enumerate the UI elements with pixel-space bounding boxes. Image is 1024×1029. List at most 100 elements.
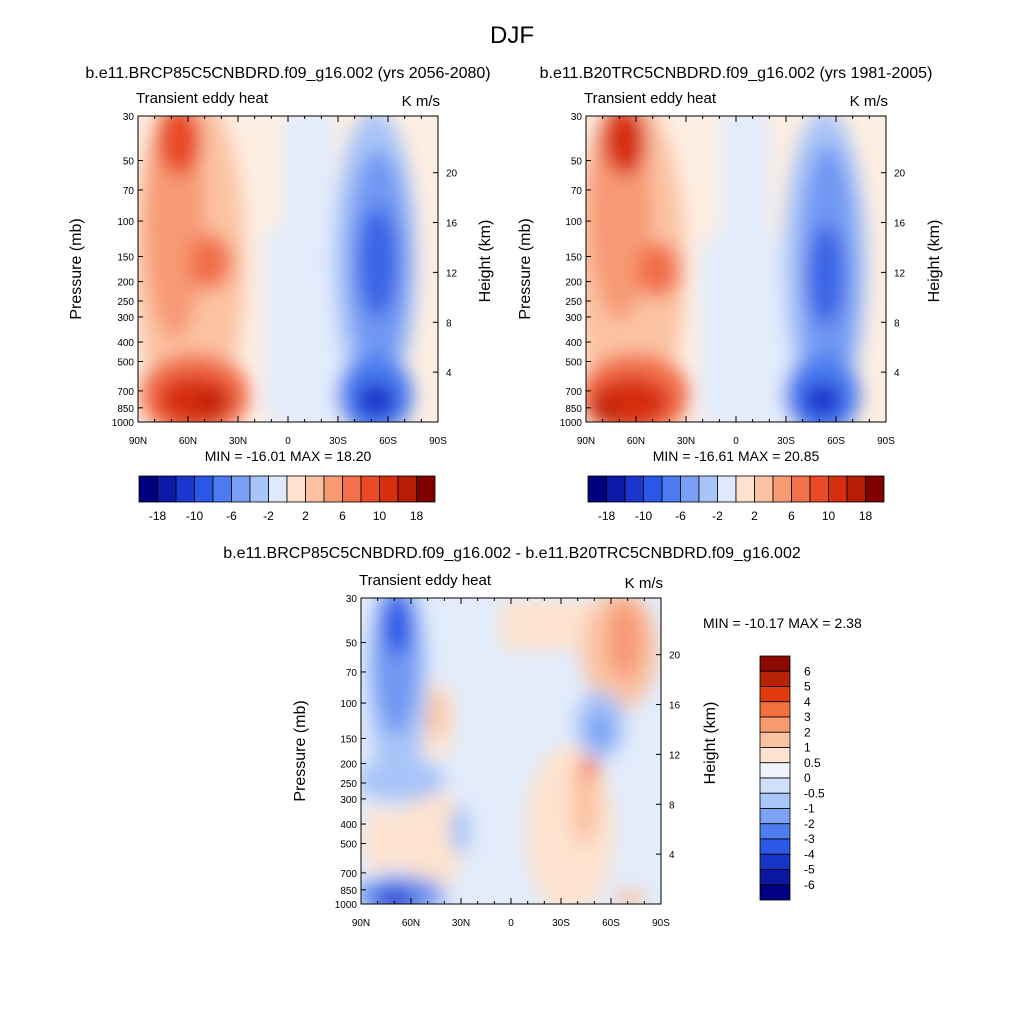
colorbar-swatch — [323, 475, 343, 503]
height-tick-label: 8 — [894, 318, 900, 329]
height-tick-label: 12 — [894, 268, 906, 279]
x-tick-label: 0 — [733, 436, 739, 447]
y-tick-label: 250 — [565, 297, 582, 308]
y-axis-right-label: Height (km) — [702, 702, 719, 785]
y-tick-label: 50 — [571, 157, 583, 168]
colorbar-swatch — [416, 475, 436, 503]
colorbar-swatch — [759, 731, 791, 748]
y-tick-label: 70 — [571, 186, 583, 197]
colorbar-label: -3 — [804, 832, 815, 846]
colorbar-swatch — [661, 475, 681, 503]
variable-label: Transient eddy heat — [136, 90, 269, 107]
colorbar-label: 10 — [373, 509, 387, 523]
colorbar-label: -6 — [804, 878, 815, 892]
variable-label: Transient eddy heat — [584, 90, 717, 107]
x-tick-label: 60N — [627, 436, 645, 447]
x-tick-label: 30S — [329, 436, 347, 447]
x-tick-label: 60N — [402, 918, 420, 929]
height-tick-label: 16 — [669, 701, 681, 712]
colorbar-swatch — [759, 823, 791, 840]
colorbar-swatch — [342, 475, 362, 503]
y-tick-label: 70 — [346, 668, 358, 679]
colorbar-label: 18 — [410, 509, 424, 523]
colorbar-swatch — [772, 475, 792, 503]
colorbar-label: 6 — [804, 664, 811, 678]
y-tick-label: 850 — [565, 404, 582, 415]
colorbar-label: -2 — [263, 509, 274, 523]
min-max-label: MIN = -16.01 MAX = 18.20 — [205, 448, 372, 464]
y-tick-label: 500 — [340, 840, 357, 851]
colorbar-swatch — [175, 475, 195, 503]
colorbar-swatch — [791, 475, 811, 503]
y-tick-label: 500 — [565, 358, 582, 369]
height-tick-label: 8 — [669, 800, 675, 811]
x-tick-label: 60N — [179, 436, 197, 447]
colorbar-swatch — [759, 762, 791, 779]
panel-title: b.e11.BRCP85C5CNBDRD.f09_g16.002 (yrs 20… — [85, 65, 490, 82]
height-tick-label: 12 — [669, 750, 681, 761]
y-tick-label: 100 — [117, 217, 134, 228]
colorbar-swatch — [759, 884, 791, 901]
contour-field — [586, 116, 886, 422]
y-tick-label: 500 — [117, 358, 134, 369]
colorbar-swatch — [759, 670, 791, 687]
contour-field — [138, 116, 438, 422]
colorbar-swatch — [157, 475, 177, 503]
colorbar-swatch — [360, 475, 380, 503]
colorbar-swatch — [268, 475, 288, 503]
x-tick-label: 90N — [129, 436, 147, 447]
colorbar-label: 1 — [804, 741, 811, 755]
y-tick-label: 250 — [340, 779, 357, 790]
colorbar-label: -6 — [226, 509, 237, 523]
colorbar-label: 18 — [859, 509, 873, 523]
y-tick-label: 150 — [340, 734, 357, 745]
colorbar-swatch — [759, 869, 791, 886]
height-tick-label: 20 — [669, 651, 681, 662]
colorbar-label: -18 — [598, 509, 616, 523]
y-tick-label: 250 — [117, 297, 134, 308]
y-tick-label: 850 — [117, 404, 134, 415]
y-tick-label: 1000 — [112, 418, 135, 429]
y-tick-label: 300 — [565, 313, 582, 324]
x-tick-label: 0 — [285, 436, 291, 447]
x-tick-label: 60S — [379, 436, 397, 447]
colorbar-swatch — [286, 475, 306, 503]
height-tick-label: 16 — [894, 219, 906, 230]
x-tick-label: 60S — [827, 436, 845, 447]
y-tick-label: 70 — [123, 186, 135, 197]
units-label: K m/s — [850, 93, 888, 110]
units-label: K m/s — [402, 93, 440, 110]
y-tick-label: 200 — [565, 278, 582, 289]
panel-historical: b.e11.B20TRC5CNBDRD.f09_g16.002 (yrs 198… — [517, 65, 943, 464]
x-tick-label: 60S — [602, 918, 620, 929]
colorbar-future: -18 -10 -6 -2 2 6 10 18 — [138, 475, 436, 523]
y-tick-label: 100 — [340, 699, 357, 710]
x-tick-label: 30S — [552, 918, 570, 929]
colorbar-swatch — [212, 475, 232, 503]
colorbar-label: 4 — [804, 695, 811, 709]
height-tick-label: 20 — [446, 169, 458, 180]
colorbar-label: 6 — [339, 509, 346, 523]
x-tick-label: 0 — [508, 918, 514, 929]
colorbar-label: -4 — [804, 847, 815, 861]
height-tick-label: 4 — [446, 368, 452, 379]
y-tick-label: 1000 — [335, 900, 358, 911]
colorbar-swatch — [643, 475, 663, 503]
colorbar-swatch — [828, 475, 848, 503]
y-tick-label: 700 — [565, 387, 582, 398]
y-axis-label: Pressure (mb) — [68, 218, 85, 319]
colorbar-label: -1 — [804, 802, 815, 816]
min-max-label: MIN = -16.61 MAX = 20.85 — [653, 448, 820, 464]
y-axis-right-label: Height (km) — [477, 220, 494, 303]
colorbar-label: -6 — [675, 509, 686, 523]
y-tick-label: 30 — [346, 594, 358, 605]
height-tick-label: 20 — [894, 169, 906, 180]
colorbar-label: 3 — [804, 710, 811, 724]
y-tick-label: 400 — [117, 338, 134, 349]
x-tick-label: 90S — [652, 918, 670, 929]
colorbar-swatch — [809, 475, 829, 503]
height-tick-label: 12 — [446, 268, 458, 279]
colorbar-swatch — [379, 475, 399, 503]
colorbar-swatch — [759, 716, 791, 733]
